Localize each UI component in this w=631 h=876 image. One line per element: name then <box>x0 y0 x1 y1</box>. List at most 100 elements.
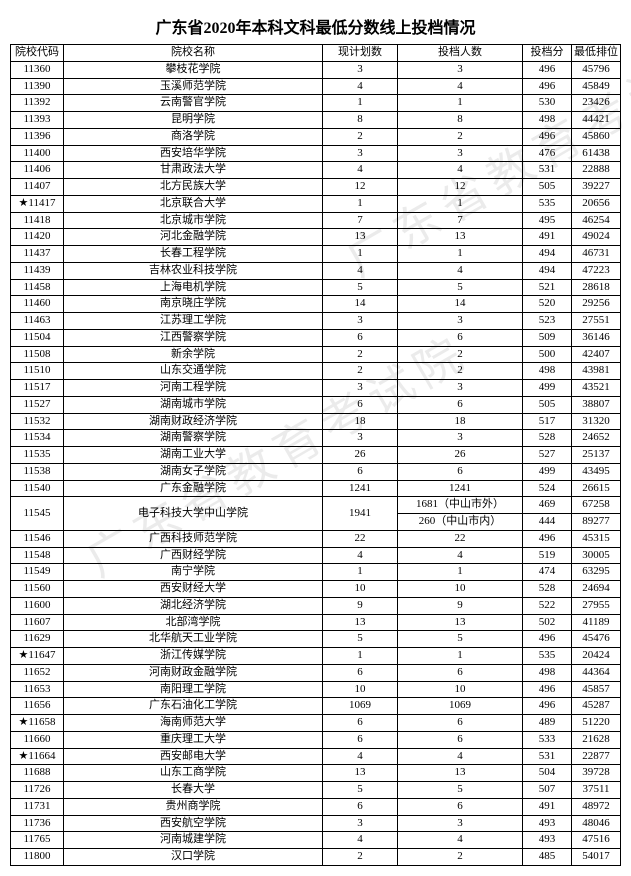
cell-code: 11688 <box>11 765 64 782</box>
cell-plan: 1 <box>323 246 398 263</box>
cell-code: 11765 <box>11 832 64 849</box>
cell-rank: 27551 <box>572 313 621 330</box>
cell-rank: 20656 <box>572 195 621 212</box>
cell-rank: 43981 <box>572 363 621 380</box>
cell-score: 528 <box>523 430 572 447</box>
cell-code: 11396 <box>11 128 64 145</box>
table-row: 11736西安航空学院3349348046 <box>11 815 621 832</box>
table-row: 11660重庆理工大学6653321628 <box>11 731 621 748</box>
cell-num: 260（中山市内） <box>398 514 523 531</box>
table-row: 11406甘肃政法大学4453122888 <box>11 162 621 179</box>
cell-code: 11460 <box>11 296 64 313</box>
cell-code: 11463 <box>11 313 64 330</box>
cell-rank: 45849 <box>572 78 621 95</box>
cell-code: 11392 <box>11 95 64 112</box>
cell-num: 14 <box>398 296 523 313</box>
cell-num: 2 <box>398 363 523 380</box>
cell-code: 11504 <box>11 329 64 346</box>
cell-name: 新余学院 <box>64 346 323 363</box>
table-row: 11439吉林农业科技学院4449447223 <box>11 262 621 279</box>
header-row: 院校代码 院校名称 现计划数 投档人数 投档分 最低排位 <box>11 45 621 62</box>
cell-name: 汉口学院 <box>64 849 323 866</box>
table-row: 11535湖南工业大学262652725137 <box>11 447 621 464</box>
cell-name: 昆明学院 <box>64 112 323 129</box>
cell-code: 11532 <box>11 413 64 430</box>
cell-plan: 4 <box>323 547 398 564</box>
cell-plan: 5 <box>323 782 398 799</box>
table-row: 11396商洛学院2249645860 <box>11 128 621 145</box>
cell-rank: 28618 <box>572 279 621 296</box>
cell-num: 1 <box>398 564 523 581</box>
cell-code: 11400 <box>11 145 64 162</box>
cell-rank: 45476 <box>572 631 621 648</box>
page-title: 广东省2020年本科文科最低分数线上投档情况 <box>10 14 621 38</box>
cell-num: 6 <box>398 329 523 346</box>
table-row: 11538湖南女子学院6649943495 <box>11 463 621 480</box>
cell-rank: 63295 <box>572 564 621 581</box>
cell-plan: 2 <box>323 363 398 380</box>
cell-score: 496 <box>523 78 572 95</box>
table-row: 11418北京城市学院7749546254 <box>11 212 621 229</box>
cell-plan: 5 <box>323 279 398 296</box>
cell-score: 509 <box>523 329 572 346</box>
cell-rank: 38807 <box>572 396 621 413</box>
cell-plan: 4 <box>323 748 398 765</box>
cell-code: 11510 <box>11 363 64 380</box>
cell-num: 1 <box>398 246 523 263</box>
cell-code: 11560 <box>11 581 64 598</box>
cell-plan: 13 <box>323 614 398 631</box>
cell-name: 北部湾学院 <box>64 614 323 631</box>
cell-rank: 37511 <box>572 782 621 799</box>
cell-rank: 44364 <box>572 664 621 681</box>
cell-rank: 26615 <box>572 480 621 497</box>
cell-score: 469 <box>523 497 572 514</box>
cell-plan: 26 <box>323 447 398 464</box>
cell-score: 531 <box>523 162 572 179</box>
cell-score: 491 <box>523 229 572 246</box>
cell-name: 北京城市学院 <box>64 212 323 229</box>
cell-num: 3 <box>398 145 523 162</box>
table-row: 11393昆明学院8849844421 <box>11 112 621 129</box>
cell-code: 11736 <box>11 815 64 832</box>
cell-plan: 13 <box>323 765 398 782</box>
cell-rank: 61438 <box>572 145 621 162</box>
cell-plan: 3 <box>323 380 398 397</box>
table-row: 11407北方民族大学121250539227 <box>11 179 621 196</box>
cell-code: 11439 <box>11 262 64 279</box>
cell-code: 11527 <box>11 396 64 413</box>
cell-rank: 43521 <box>572 380 621 397</box>
table-row: 11510山东交通学院2249843981 <box>11 363 621 380</box>
cell-name: 贵州商学院 <box>64 798 323 815</box>
cell-name: 南京晓庄学院 <box>64 296 323 313</box>
table-row: 11600湖北经济学院9952227955 <box>11 597 621 614</box>
cell-score: 499 <box>523 463 572 480</box>
cell-code: 11390 <box>11 78 64 95</box>
cell-name: 北方民族大学 <box>64 179 323 196</box>
cell-name: 攀枝花学院 <box>64 61 323 78</box>
cell-code: 11549 <box>11 564 64 581</box>
cell-score: 502 <box>523 614 572 631</box>
table-row: 11607北部湾学院131350241189 <box>11 614 621 631</box>
cell-rank: 46254 <box>572 212 621 229</box>
cell-score: 498 <box>523 664 572 681</box>
cell-name: 湖南工业大学 <box>64 447 323 464</box>
cell-rank: 24694 <box>572 581 621 598</box>
cell-num: 10 <box>398 681 523 698</box>
cell-score: 504 <box>523 765 572 782</box>
cell-rank: 22877 <box>572 748 621 765</box>
cell-plan: 2 <box>323 346 398 363</box>
cell-rank: 43495 <box>572 463 621 480</box>
cell-score: 531 <box>523 748 572 765</box>
cell-num: 1241 <box>398 480 523 497</box>
cell-plan: 1241 <box>323 480 398 497</box>
cell-num: 4 <box>398 262 523 279</box>
cell-score: 520 <box>523 296 572 313</box>
cell-code: ★11658 <box>11 715 64 732</box>
cell-code: 11545 <box>11 497 64 531</box>
table-row: 11629北华航天工业学院5549645476 <box>11 631 621 648</box>
cell-rank: 47223 <box>572 262 621 279</box>
cell-code: 11546 <box>11 530 64 547</box>
cell-rank: 39728 <box>572 765 621 782</box>
cell-num: 5 <box>398 631 523 648</box>
cell-score: 533 <box>523 731 572 748</box>
